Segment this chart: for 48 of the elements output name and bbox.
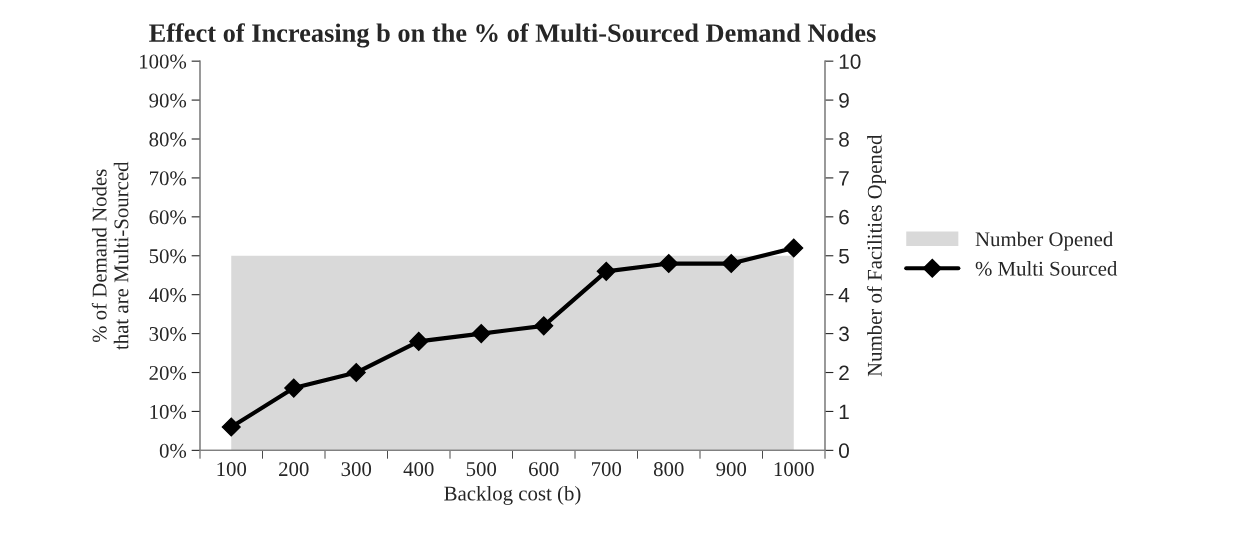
y2-tick-label: 4	[838, 287, 850, 303]
x-tick-label: 700	[592, 462, 622, 477]
x-tick-label: 900	[716, 462, 747, 477]
x-tick-label: 800	[653, 462, 684, 477]
y-tick-label: 0%	[159, 443, 187, 458]
y-axis-title: % of Demand Nodes that are Multi-Sourced	[91, 161, 129, 350]
chart-title: Effect of Increasing b on the % of Multi-Sourced Demand Nodes	[149, 23, 876, 48]
y2-tick-label: 1	[839, 404, 849, 419]
y-tick-label: 50%	[149, 249, 187, 264]
point	[534, 316, 554, 336]
point	[409, 331, 429, 351]
point	[721, 254, 741, 274]
legend-label: Number Opened	[975, 231, 1114, 251]
y-tick-label: 20%	[149, 365, 187, 381]
x-tick-label: 500	[466, 462, 497, 477]
x-tick-label: 600	[529, 462, 559, 477]
x-tick-label: 200	[279, 462, 309, 477]
point	[221, 417, 241, 437]
x-tick-label: 300	[341, 462, 372, 477]
x-tick-label: 1000	[774, 462, 814, 477]
y2-tick-label: 5	[839, 248, 849, 264]
y-tick-label: 100%	[140, 54, 187, 69]
point	[659, 254, 679, 274]
x-axis-title: Backlog cost (b)	[444, 485, 581, 505]
point	[346, 362, 366, 383]
y-tick-label: 80%	[149, 132, 187, 147]
point	[784, 238, 804, 258]
y-tick-label: 30%	[149, 326, 187, 342]
point	[596, 261, 616, 281]
y-tick-label: 10%	[150, 404, 187, 419]
y2-tick-label: 2	[839, 365, 849, 381]
y2-tick-label: 7	[839, 171, 849, 186]
y2-tick-label: 9	[839, 93, 849, 108]
y-tick-label: 60%	[149, 210, 187, 225]
point	[284, 378, 304, 398]
y2-tick-label: 10	[839, 54, 861, 69]
x-tick-label: 100	[217, 462, 247, 477]
point	[471, 324, 491, 344]
y2-axis-title: Number of Facilities Opened	[866, 134, 887, 377]
y2-tick-label: 3	[838, 326, 849, 342]
y2-tick-label: 0	[839, 443, 849, 459]
y2-tick-label: 8	[839, 132, 849, 147]
legend-label: % Multi Sourced	[975, 261, 1118, 276]
y2-tick-label: 6	[839, 209, 849, 225]
x-tick-label: 400	[403, 462, 434, 477]
y-tick-label: 40%	[149, 288, 187, 303]
y-tick-label: 70%	[149, 171, 187, 186]
y-tick-label: 90%	[149, 93, 187, 108]
